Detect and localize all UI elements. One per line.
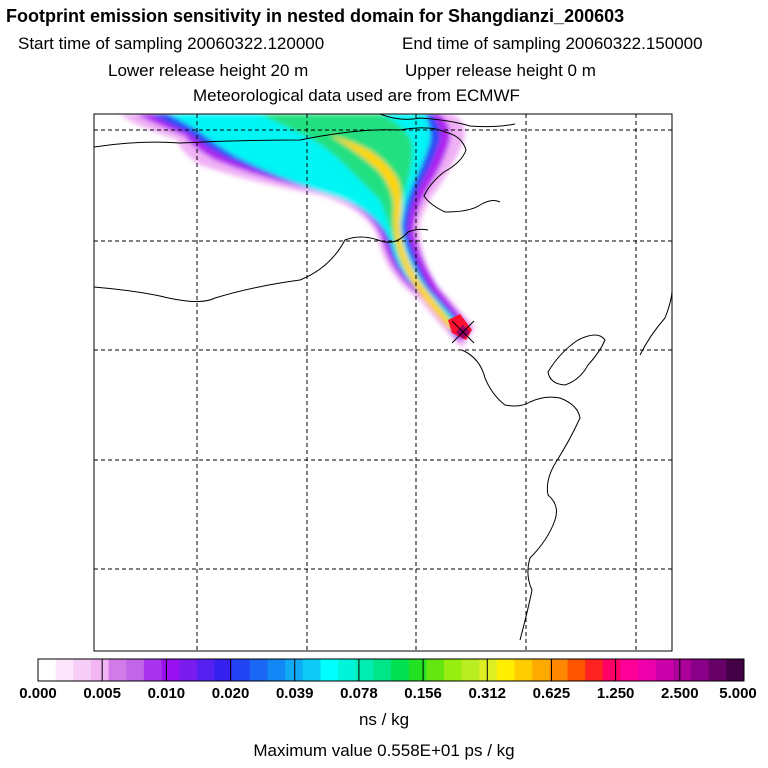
met-data-label: Meteorological data used are from ECMWF — [193, 86, 520, 105]
color-scale-tick-label: 0.078 — [340, 685, 378, 702]
coastline-layer — [94, 114, 672, 641]
upper-release-height-label: Upper release height 0 m — [405, 61, 596, 80]
receptor-site-marker — [451, 320, 475, 344]
lower-release-height-label: Lower release height 20 m — [108, 61, 309, 80]
coastline-bay — [94, 228, 429, 302]
coastline-north — [94, 127, 501, 213]
page-title: Footprint emission sensitivity in nested… — [6, 6, 625, 26]
color-scale-tick-label: 0.625 — [532, 685, 571, 702]
color-scale-tick-label: 1.250 — [596, 685, 635, 702]
color-scale-tick-label: 0.039 — [275, 685, 314, 702]
color-scale-tick-label: 2.500 — [661, 685, 699, 702]
maximum-value-label: Maximum value 0.558E+01 ps / kg — [253, 741, 515, 760]
units-label: ns / kg — [358, 710, 410, 729]
graticule — [94, 114, 672, 651]
color-scale-tick-label: 0.005 — [83, 685, 121, 702]
map-frame — [93, 113, 673, 652]
coastline-peninsula — [547, 334, 606, 386]
color-scale-tick-label: 0.010 — [147, 685, 186, 702]
coastline-east — [461, 349, 581, 641]
coastline-northeast — [639, 289, 672, 356]
start-time-label: Start time of sampling 20060322.120000 — [18, 34, 325, 53]
border-top — [379, 114, 516, 128]
color-scale-tick-label: 5.000 — [719, 685, 757, 702]
plume-green — [260, 114, 458, 332]
plume-yellow — [330, 135, 454, 330]
color-scale-tick-label: 0.000 — [19, 685, 57, 702]
end-time-label: End time of sampling 20060322.150000 — [402, 34, 703, 53]
plume-layer — [120, 114, 475, 348]
color-scale-tick-label: 0.312 — [468, 685, 507, 702]
color-scale-tick-label: 0.156 — [404, 685, 442, 702]
color-scale-tick-label: 0.020 — [211, 685, 250, 702]
